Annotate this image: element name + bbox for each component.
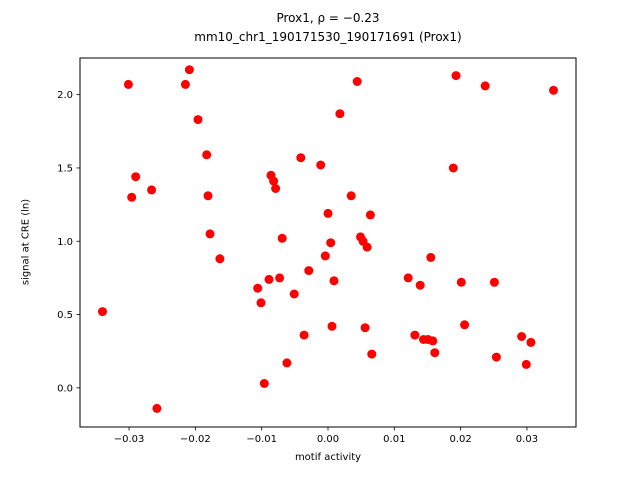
data-point bbox=[521, 359, 531, 369]
data-point bbox=[98, 307, 107, 317]
data-point bbox=[360, 323, 370, 333]
x-tick-label: 0.02 bbox=[449, 434, 471, 445]
data-point bbox=[346, 191, 356, 201]
y-tick-label: 2.0 bbox=[57, 90, 73, 101]
data-point bbox=[517, 332, 527, 341]
data-point bbox=[203, 191, 213, 201]
data-point bbox=[526, 337, 536, 347]
x-tick-label: 0.00 bbox=[317, 434, 339, 445]
data-point bbox=[152, 403, 162, 413]
data-point bbox=[123, 79, 133, 89]
data-point bbox=[451, 71, 461, 81]
data-point bbox=[147, 185, 157, 195]
data-point bbox=[304, 266, 314, 276]
x-tick-label: 0.03 bbox=[516, 434, 538, 445]
chart-title: Prox1, ρ = −0.23 mm10_chr1_190171530_190… bbox=[80, 9, 576, 47]
data-point bbox=[367, 349, 377, 359]
chart-title-line2: mm10_chr1_190171530_190171691 (Prox1) bbox=[194, 30, 462, 44]
data-point bbox=[289, 289, 299, 299]
data-point bbox=[131, 172, 141, 182]
data-point bbox=[264, 274, 274, 284]
x-tick-label: 0.01 bbox=[383, 434, 405, 445]
y-tick-label: 0.0 bbox=[57, 383, 73, 394]
data-point bbox=[193, 115, 203, 125]
y-axis-label: signal at CRE (ln) bbox=[20, 198, 32, 286]
y-tick-label: 1.0 bbox=[57, 237, 73, 248]
data-point bbox=[323, 208, 333, 218]
data-point bbox=[316, 160, 326, 170]
data-point bbox=[282, 358, 292, 368]
data-point bbox=[362, 242, 372, 252]
data-point bbox=[202, 150, 212, 160]
chart-title-line1: Prox1, ρ = −0.23 bbox=[276, 11, 380, 25]
data-point bbox=[456, 277, 466, 287]
data-point bbox=[415, 280, 425, 290]
data-point bbox=[448, 163, 458, 173]
data-point bbox=[327, 321, 337, 331]
data-point bbox=[489, 277, 499, 287]
data-point bbox=[403, 273, 413, 283]
data-point bbox=[269, 176, 279, 186]
data-point bbox=[296, 153, 306, 163]
data-point bbox=[184, 65, 194, 75]
data-point bbox=[549, 85, 558, 95]
data-point bbox=[320, 251, 330, 261]
data-point bbox=[215, 254, 225, 264]
data-point bbox=[180, 79, 190, 89]
data-point bbox=[410, 330, 420, 340]
x-axis-label: motif activity bbox=[294, 452, 362, 463]
data-point bbox=[480, 81, 490, 91]
data-point bbox=[426, 252, 436, 262]
y-tick-label: 0.5 bbox=[57, 310, 73, 321]
data-point bbox=[127, 192, 137, 202]
data-point bbox=[352, 77, 362, 86]
data-point bbox=[329, 276, 339, 286]
x-tick-label: −0.02 bbox=[180, 434, 211, 445]
y-tick-label: 1.5 bbox=[57, 163, 73, 174]
data-point bbox=[299, 330, 309, 340]
x-tick-label: −0.01 bbox=[246, 434, 277, 445]
data-point bbox=[428, 336, 438, 346]
data-point bbox=[365, 210, 375, 220]
data-point bbox=[253, 283, 263, 293]
data-point bbox=[271, 184, 281, 193]
data-point bbox=[335, 109, 345, 119]
data-point bbox=[205, 229, 215, 239]
data-point bbox=[491, 352, 501, 362]
data-point bbox=[256, 298, 266, 308]
x-tick-label: −0.03 bbox=[114, 434, 145, 445]
data-point bbox=[275, 273, 285, 283]
data-point bbox=[259, 379, 269, 388]
data-point bbox=[430, 348, 440, 358]
data-point bbox=[460, 320, 470, 330]
data-point bbox=[277, 233, 287, 243]
data-point bbox=[326, 238, 336, 248]
